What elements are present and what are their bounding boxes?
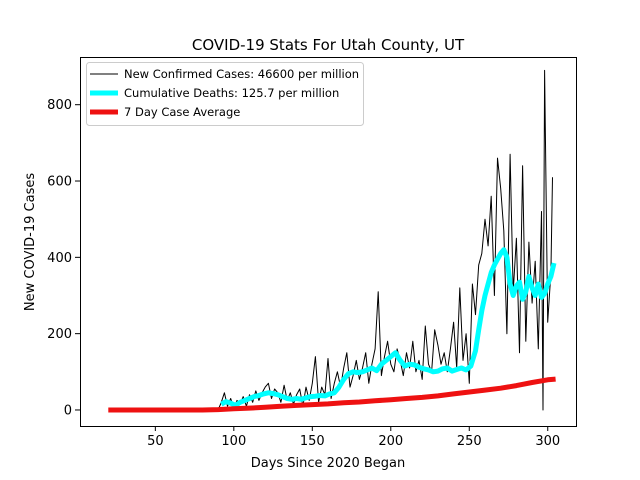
plot-series	[108, 69, 557, 413]
series-line-2	[220, 247, 557, 408]
series-line-1	[217, 69, 553, 411]
x-tick-label: 100	[221, 434, 246, 449]
chart-title: COVID-19 Stats For Utah County, UT	[192, 36, 465, 54]
legend-label-1: New Confirmed Cases: 46600 per million	[124, 67, 359, 81]
legend-box	[86, 62, 364, 126]
x-tick-label: 250	[457, 434, 482, 449]
y-tick-label: 400	[47, 251, 72, 266]
legend-label-3: 7 Day Case Average	[124, 105, 240, 119]
y-tick-label: 600	[47, 175, 72, 190]
y-tick-label: 800	[47, 98, 72, 113]
legend-items: New Confirmed Cases: 46600 per million Cu…	[90, 67, 359, 119]
y-tick-label: 200	[47, 327, 72, 342]
series-line-3	[108, 376, 556, 413]
y-axis-title: New COVID-19 Cases	[23, 173, 38, 311]
x-tick-label: 300	[535, 434, 560, 449]
x-tick-label: 200	[378, 434, 403, 449]
legend-label-2: Cumulative Deaths: 125.7 per million	[124, 86, 339, 100]
x-axis-title: Days Since 2020 Began	[251, 456, 406, 471]
x-axis: 50 100 150 200 250 300	[147, 426, 560, 449]
x-tick-label: 150	[300, 434, 325, 449]
plot-frame	[80, 57, 577, 427]
y-axis: 0 200 400 600 800	[47, 98, 80, 418]
y-tick-label: 0	[64, 403, 72, 418]
legend: New Confirmed Cases: 46600 per million Cu…	[86, 62, 364, 126]
x-tick-label: 50	[147, 434, 164, 449]
